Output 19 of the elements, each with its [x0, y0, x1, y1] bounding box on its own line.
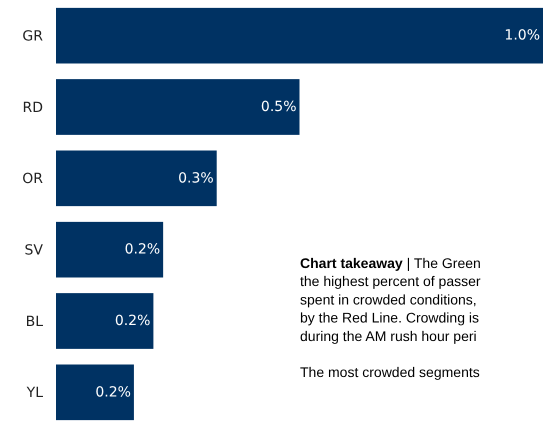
bar	[56, 364, 134, 420]
bar	[56, 8, 543, 64]
y-tick-label: OR	[22, 171, 44, 188]
bar	[56, 150, 217, 206]
y-tick-label: GR	[22, 28, 44, 45]
y-tick-label: SV	[24, 242, 44, 259]
y-tick-label: RD	[22, 100, 43, 116]
bar	[56, 222, 164, 278]
bar	[56, 79, 300, 135]
data-label: 0.5%	[260, 99, 296, 115]
y-tick-label: YL	[26, 385, 44, 402]
data-label: 0.3%	[178, 170, 214, 186]
data-label: 0.2%	[114, 313, 150, 329]
bar	[56, 293, 154, 349]
data-label: 0.2%	[124, 242, 160, 258]
y-tick-label: BL	[26, 314, 44, 330]
data-label: 0.2%	[95, 384, 131, 400]
annotation: Chart takeaway	[300, 255, 403, 271]
data-label: 1.0%	[504, 28, 540, 44]
